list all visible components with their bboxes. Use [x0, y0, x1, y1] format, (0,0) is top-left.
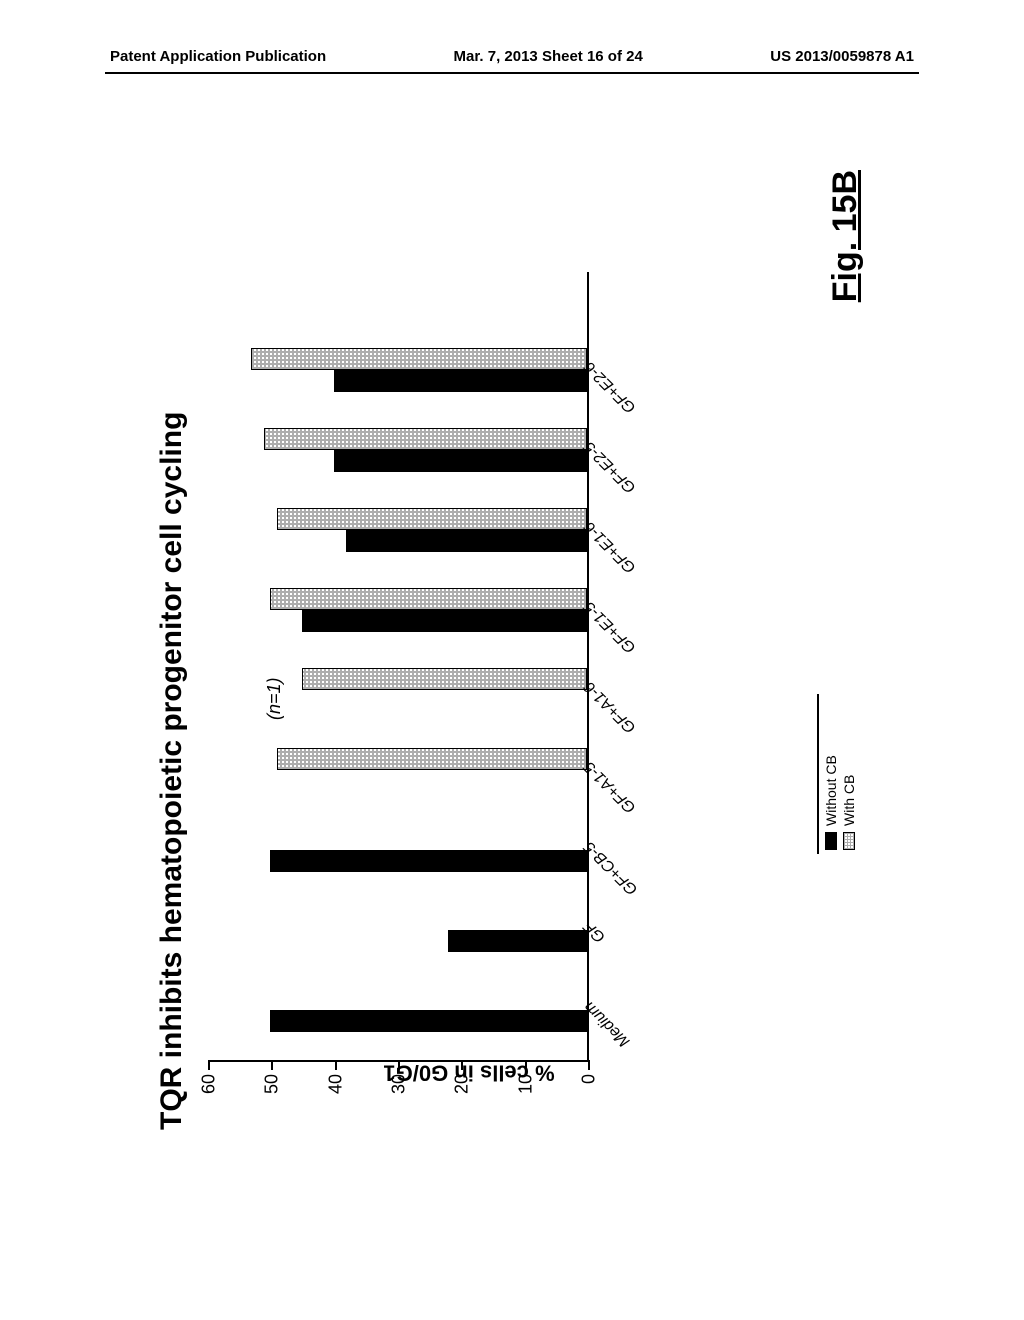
- x-tick-label: GF+E2-5: [581, 437, 640, 496]
- legend-item: With CB: [841, 755, 857, 850]
- legend-swatch: [825, 832, 837, 850]
- legend-swatch: [843, 832, 855, 850]
- chart-title: TQR inhibits hematopoietic progenitor ce…: [155, 160, 189, 1130]
- header-right: US 2013/0059878 A1: [770, 48, 914, 65]
- bar-hatched: [264, 428, 587, 450]
- x-tick-label: Medium: [581, 997, 634, 1050]
- x-tick-label: GF+E2-6: [581, 357, 640, 416]
- x-tick-label: GF+E1-5: [581, 597, 640, 656]
- bar-black: [334, 370, 587, 392]
- x-tick-label: GF+E1-6: [581, 517, 640, 576]
- y-tick: [461, 1060, 463, 1070]
- legend-label: With CB: [841, 775, 857, 826]
- n-note: (n=1): [264, 677, 285, 720]
- y-tick-label: 10: [515, 1074, 536, 1104]
- bar-hatched: [251, 348, 587, 370]
- y-tick-label: 60: [199, 1074, 220, 1104]
- y-tick-label: 0: [579, 1074, 600, 1104]
- y-tick: [398, 1060, 400, 1070]
- figure-label: Fig. 15B: [826, 170, 865, 302]
- header-left: Patent Application Publication: [110, 48, 326, 65]
- bar-hatched: [302, 668, 587, 690]
- header-rule: [105, 72, 919, 74]
- y-tick: [335, 1060, 337, 1070]
- bar-black: [448, 930, 587, 952]
- bar-black: [346, 530, 587, 552]
- y-tick-label: 20: [452, 1074, 473, 1104]
- bar-black: [270, 850, 587, 872]
- bar-hatched: [277, 748, 587, 770]
- plot-area: (n=1) 0102030405060MediumGFGF+CB-5GF+A1-…: [209, 272, 589, 1062]
- bar-black: [334, 450, 587, 472]
- page-header: Patent Application Publication Mar. 7, 2…: [110, 48, 914, 65]
- chart-wrap: % cells in G0/G1 (n=1) 0102030405060Medi…: [209, 230, 729, 1110]
- bar-hatched: [277, 508, 587, 530]
- y-tick: [525, 1060, 527, 1070]
- y-tick-label: 50: [262, 1074, 283, 1104]
- y-tick-label: 30: [389, 1074, 410, 1104]
- legend: Without CBWith CB: [823, 755, 859, 850]
- figure-inner: TQR inhibits hematopoietic progenitor ce…: [150, 160, 870, 1180]
- legend-item: Without CB: [823, 755, 839, 850]
- x-tick-label: GF+CB-5: [581, 837, 642, 898]
- bar-black: [302, 610, 587, 632]
- x-tick-label: GF+A1-6: [581, 677, 640, 736]
- header-center: Mar. 7, 2013 Sheet 16 of 24: [454, 48, 643, 65]
- y-tick: [588, 1060, 590, 1070]
- legend-rule: [817, 694, 819, 854]
- y-tick: [208, 1060, 210, 1070]
- y-tick: [271, 1060, 273, 1070]
- figure-area: TQR inhibits hematopoietic progenitor ce…: [0, 310, 1020, 1030]
- bar-black: [270, 1010, 587, 1032]
- y-tick-label: 40: [325, 1074, 346, 1104]
- x-tick-label: GF+A1-5: [581, 757, 640, 816]
- bar-hatched: [270, 588, 587, 610]
- legend-label: Without CB: [823, 755, 839, 826]
